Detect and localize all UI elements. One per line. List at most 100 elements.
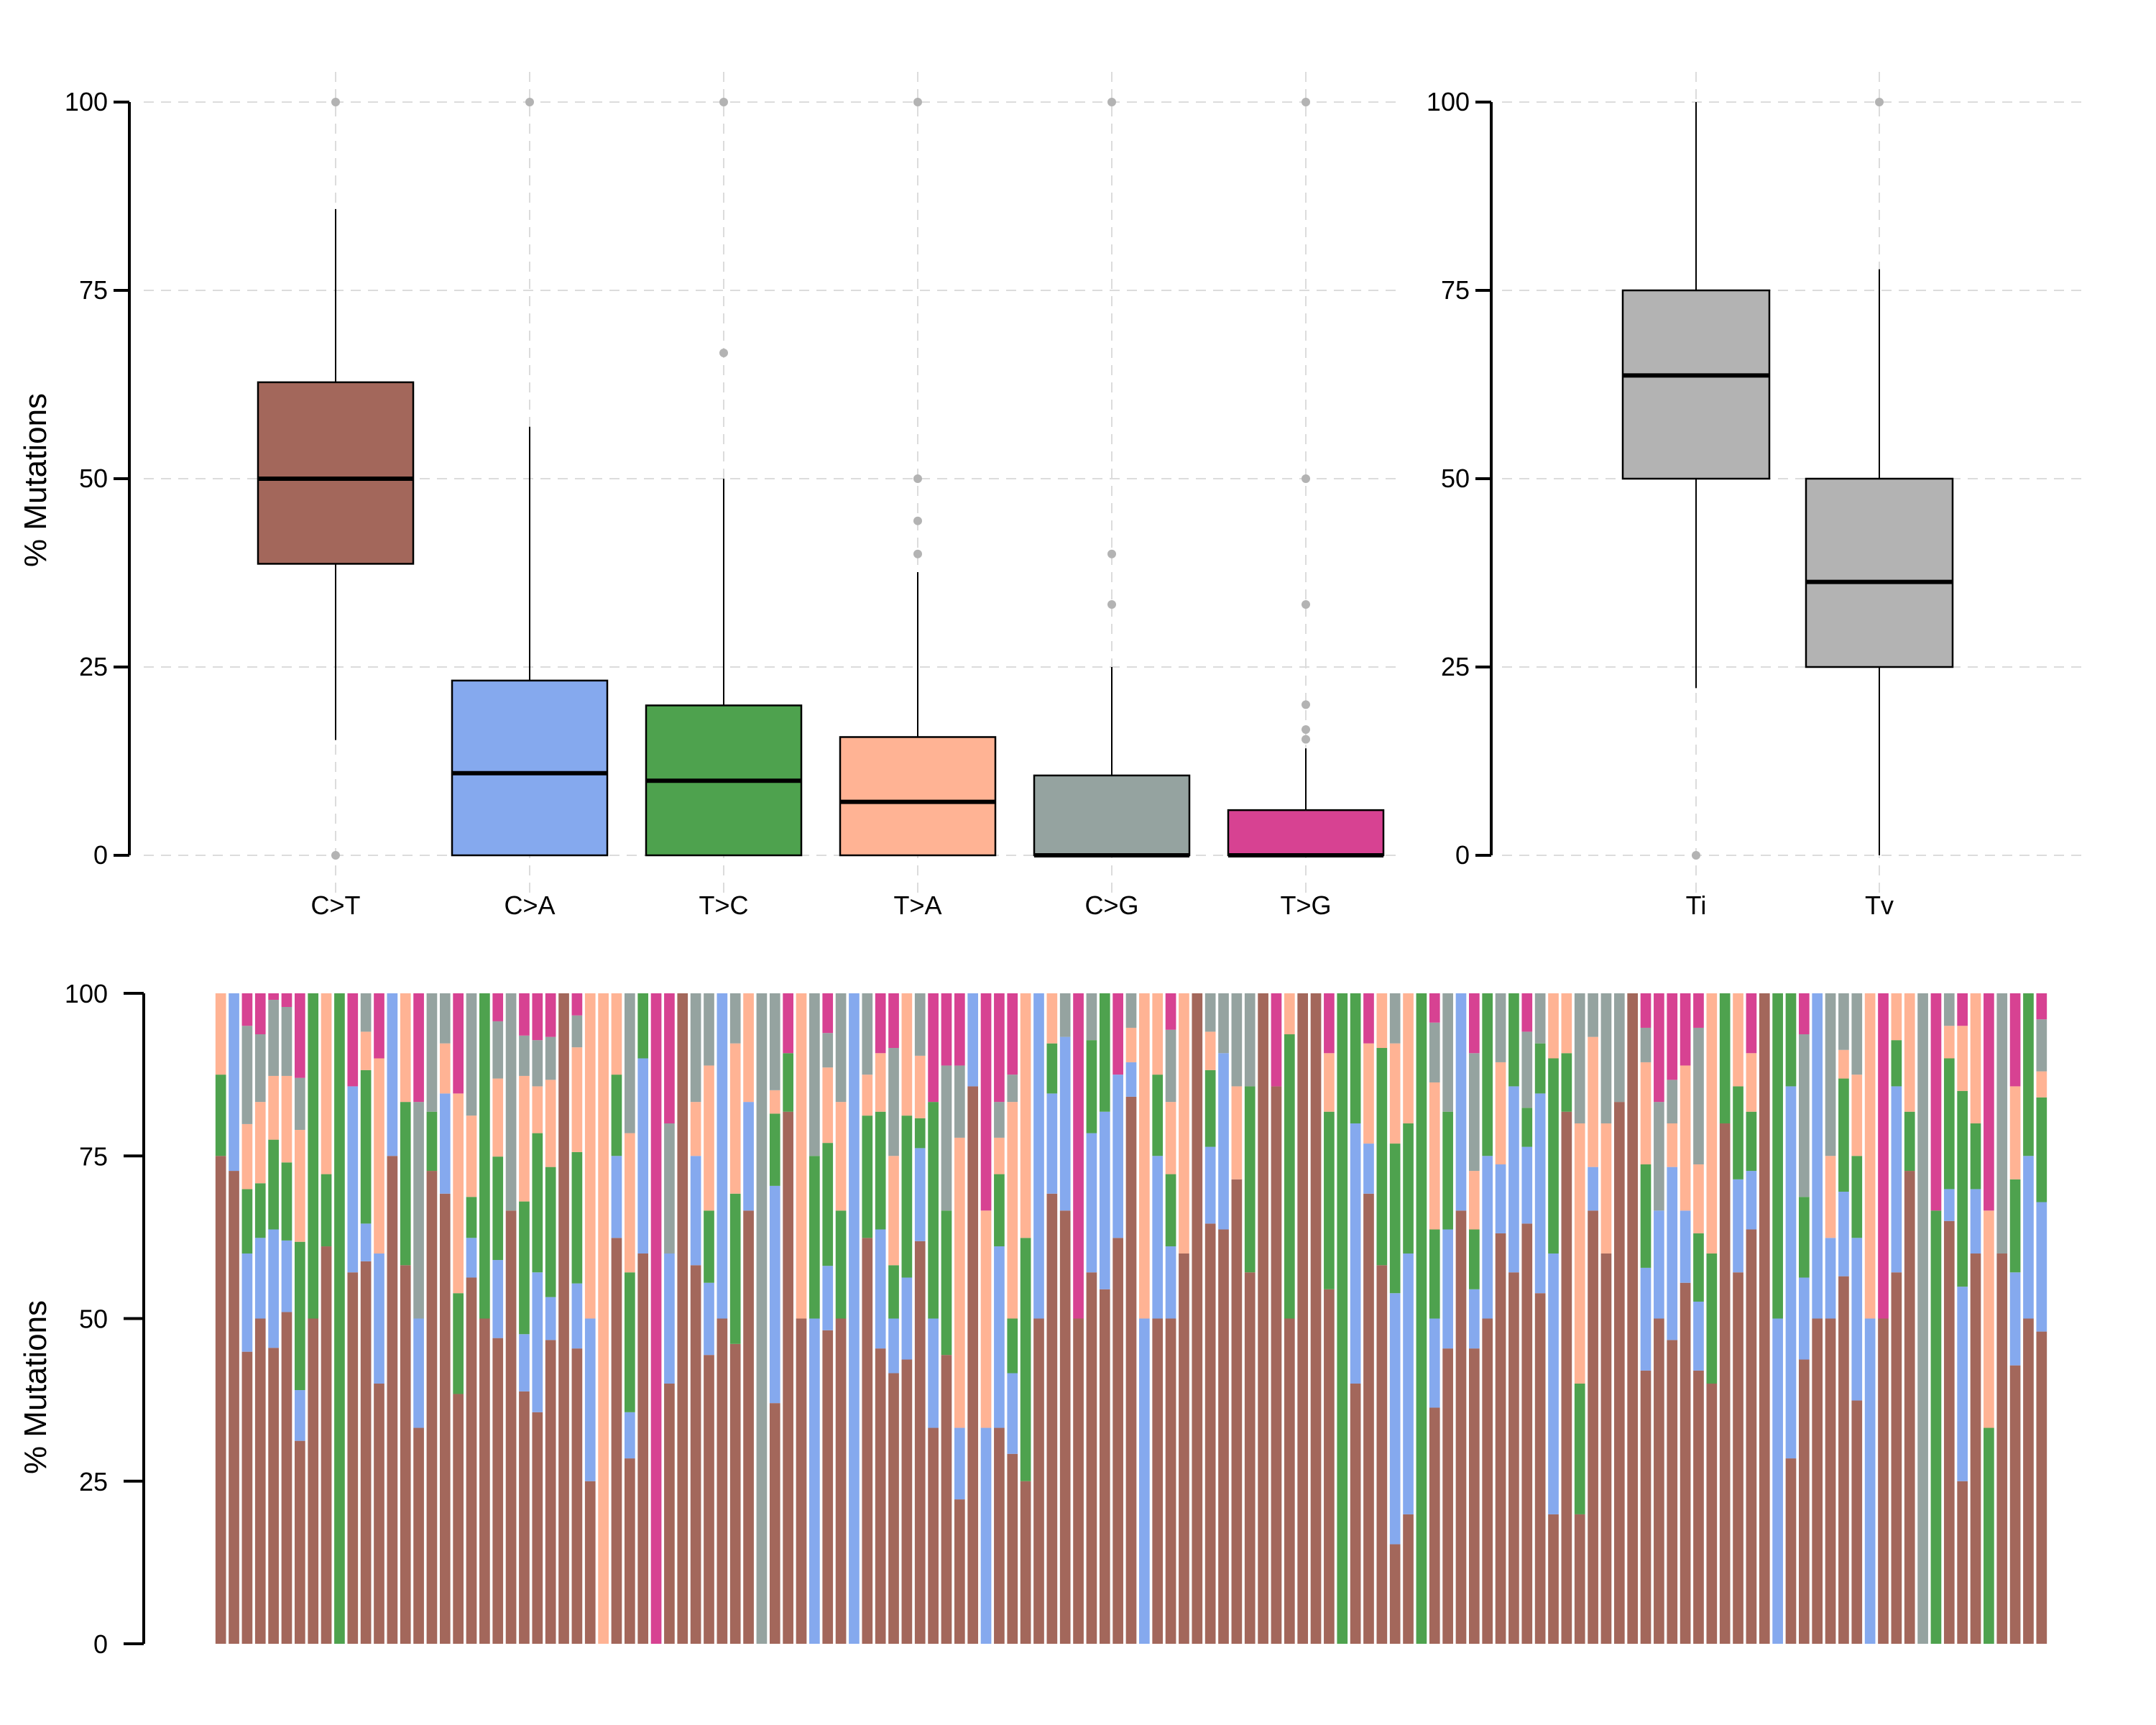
- bar-segment-CtoT: [505, 1210, 517, 1644]
- bar-segment-CtoT: [1007, 1453, 1018, 1644]
- y-tick-label: 0: [93, 840, 108, 870]
- bar-segment-TtoA: [2036, 1071, 2047, 1098]
- bar-segment-CtoG: [1534, 993, 1546, 1044]
- bar-segment-CtoT: [928, 1427, 939, 1644]
- bar-segment-TtoC: [1099, 993, 1110, 1112]
- bar-segment-CtoT: [1073, 1318, 1084, 1644]
- bar-segment-CtoA: [637, 1058, 649, 1254]
- bar-segment-CtoT: [1640, 1370, 1651, 1644]
- bar-segment-CtoA: [532, 1272, 543, 1412]
- box-T>G: [1227, 809, 1385, 857]
- bar-segment-TtoA: [2009, 1086, 2021, 1179]
- bar-segment-TtoG: [294, 993, 305, 1078]
- bar-segment-CtoT: [1033, 1318, 1044, 1644]
- bar-segment-CtoT: [1508, 1272, 1519, 1644]
- bar-segment-CtoA: [822, 1266, 834, 1330]
- bar-segment-TtoC: [1350, 993, 1361, 1123]
- bar-segment-TtoA: [835, 1102, 847, 1211]
- bottom-y-axis-title: % Mutations: [18, 1300, 53, 1474]
- outlier-point: [1107, 600, 1116, 610]
- bar-segment-CtoT: [439, 1193, 451, 1644]
- bar-segment-CtoA: [1350, 1123, 1361, 1384]
- bar-segment-TtoC: [1204, 1070, 1216, 1147]
- bar-segment-CtoA: [967, 993, 979, 1087]
- bar-segment-TtoG: [1007, 993, 1018, 1075]
- bar-segment-TtoA: [1667, 1123, 1678, 1167]
- bar-segment-TtoA: [1363, 1043, 1374, 1144]
- bar-segment-CtoA: [1429, 1318, 1440, 1408]
- bar-segment-TtoA: [1020, 993, 1031, 1238]
- bar-segment-CtoT: [1046, 1193, 1058, 1644]
- bar-segment-CtoT: [624, 1458, 635, 1644]
- bar-segment-CtoT: [281, 1312, 292, 1644]
- bar-segment-CtoG: [1521, 1031, 1533, 1108]
- bar-segment-TtoA: [1179, 993, 1189, 1254]
- bar-segment-TtoA: [1429, 1082, 1440, 1230]
- bar-segment-TtoG: [1984, 993, 1994, 1211]
- outlier-point: [1302, 474, 1310, 483]
- bar-segment-TtoA: [1943, 1026, 1955, 1059]
- outlier-point: [331, 98, 340, 106]
- bar-segment-CtoT: [822, 1330, 834, 1644]
- bar-segment-CtoT: [1271, 1086, 1282, 1644]
- bar-segment-TtoC: [809, 1156, 820, 1319]
- bar-segment-TtoC: [928, 1102, 939, 1319]
- y-tick-label: 50: [79, 464, 108, 493]
- bar-segment-TtoA: [374, 1058, 384, 1254]
- bar-segment-TtoG: [1957, 993, 1968, 1026]
- bar-segment-CtoG: [532, 1040, 543, 1087]
- bar-segment-TtoC: [2009, 1179, 2021, 1273]
- box-C>G: [1033, 774, 1191, 857]
- bar-segment-CtoT: [1667, 1340, 1678, 1644]
- y-tick-label: 50: [79, 1305, 108, 1334]
- bar-segment-CtoT: [941, 1355, 952, 1644]
- bar-segment-CtoT: [1429, 1407, 1440, 1644]
- bar-segment-CtoT: [729, 1343, 741, 1644]
- box-Ti: [1621, 289, 1771, 480]
- bar-segment-CtoT: [677, 993, 688, 1644]
- bar-segment-CtoG: [1667, 1080, 1678, 1123]
- bar-segment-CtoA: [1139, 1318, 1150, 1644]
- bar-segment-CtoG: [426, 993, 438, 1112]
- outlier-point: [719, 348, 728, 357]
- bar-segment-TtoC: [215, 1075, 226, 1156]
- top-y-axis-title: % Mutations: [18, 393, 53, 567]
- bar-segment-CtoA: [1799, 1277, 1810, 1360]
- bar-segment-CtoG: [1165, 1029, 1176, 1103]
- bar-segment-TtoC: [400, 1102, 411, 1266]
- bar-segment-CtoG: [664, 1123, 675, 1254]
- bar-segment-TtoC: [1376, 1048, 1388, 1266]
- bar-segment-TtoC: [254, 1183, 266, 1238]
- bar-segment-CtoA: [1812, 993, 1823, 1319]
- bar-segment-TtoC: [2023, 993, 2034, 1156]
- bar-segment-CtoA: [1508, 1086, 1519, 1273]
- y-tick-label: 75: [1441, 275, 1470, 305]
- bar-segment-CtoG: [413, 1102, 424, 1319]
- bar-segment-CtoG: [1588, 993, 1598, 1037]
- bar-segment-TtoG: [994, 993, 1005, 1103]
- bar-segment-CtoA: [1785, 1086, 1797, 1459]
- bar-segment-TtoG: [1667, 993, 1678, 1080]
- bar-segment-CtoG: [1613, 993, 1625, 1103]
- bar-segment-TtoC: [822, 1143, 834, 1266]
- bar-segment-TtoG: [1680, 993, 1691, 1066]
- bar-segment-CtoA: [1970, 1189, 1981, 1254]
- bar-segment-CtoT: [1654, 1318, 1664, 1644]
- bar-segment-TtoC: [571, 1151, 583, 1284]
- bar-segment-CtoA: [347, 1086, 359, 1273]
- outlier-point: [525, 98, 534, 106]
- bar-segment-CtoA: [1667, 1167, 1678, 1340]
- bar-segment-CtoG: [704, 993, 714, 1066]
- bar-segment-CtoG: [690, 993, 701, 1103]
- bar-segment-CtoA: [1640, 1267, 1651, 1371]
- bar-segment-TtoA: [1376, 993, 1388, 1049]
- bar-segment-CtoT: [1588, 1210, 1598, 1644]
- bar-segment-TtoG: [1073, 993, 1084, 1319]
- bar-segment-CtoT: [1244, 1272, 1256, 1644]
- x-tick-label: C>T: [310, 891, 360, 920]
- bar-segment-TtoA: [1640, 1062, 1651, 1165]
- bar-segment-TtoG: [1112, 993, 1123, 1075]
- bar-segment-CtoA: [281, 1240, 292, 1312]
- outlier-point: [913, 474, 922, 483]
